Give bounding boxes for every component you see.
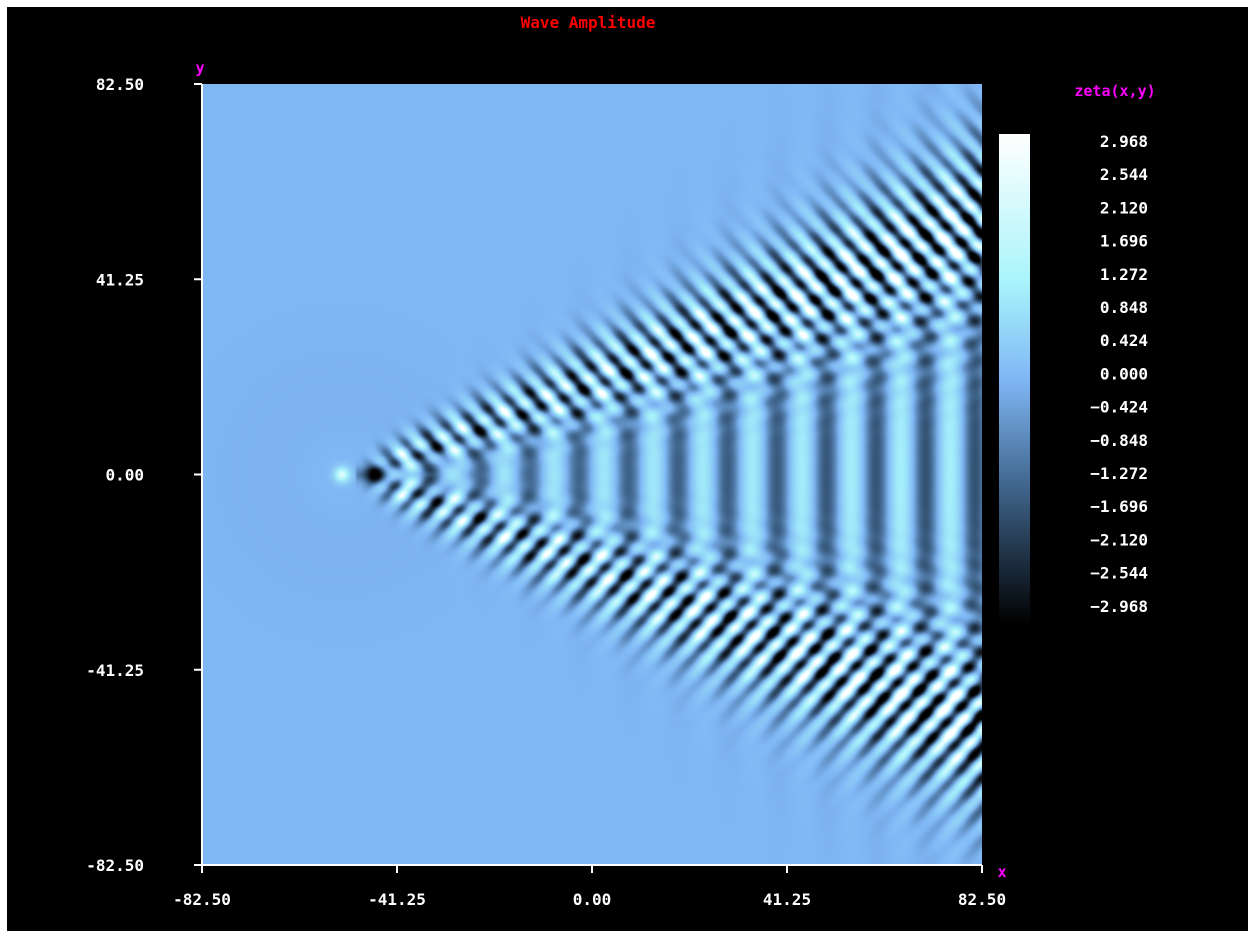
y-tick-label: 41.25 [96, 270, 144, 289]
y-ticks: 82.50 41.25 0.00 -41.25 -82.50 [86, 75, 202, 875]
y-tick-label: 82.50 [96, 75, 144, 94]
colorbar-tick-label: 0.848 [1100, 298, 1148, 317]
colorbar-tick-label: −1.696 [1090, 497, 1148, 516]
colorbar-title: zeta(x,y) [1074, 82, 1155, 100]
colorbar-tick-label: −2.968 [1090, 597, 1148, 616]
y-axis-label: y [195, 59, 204, 77]
x-tick-label: 82.50 [958, 890, 1006, 909]
colorbar: zeta(x,y) 2.968 2.544 2.120 1.696 1.272 0.848… [999, 82, 1156, 624]
colorbar-tick-label: −2.120 [1090, 530, 1148, 549]
x-ticks: -82.50 -41.25 0.00 41.25 82.50 [173, 865, 1006, 909]
colorbar-tick-label: 1.696 [1100, 232, 1148, 251]
wave-field-heatmap [202, 84, 982, 865]
y-tick-label: -41.25 [86, 661, 144, 680]
x-tick-label: 0.00 [573, 890, 612, 909]
colorbar-gradient [999, 134, 1030, 624]
y-tick-label: -82.50 [86, 856, 144, 875]
colorbar-tick-label: −2.544 [1090, 564, 1148, 583]
chart-frame: Wave Amplitude -82.50 -41.25 0.00 41.25 82.5… [7, 7, 1248, 931]
colorbar-tick-label: 2.544 [1100, 165, 1148, 184]
x-tick-label: 41.25 [763, 890, 811, 909]
x-tick-label: -82.50 [173, 890, 231, 909]
colorbar-tick-label: 0.000 [1100, 364, 1148, 383]
colorbar-tick-label: −0.424 [1090, 398, 1148, 417]
x-axis-label: x [997, 863, 1006, 881]
x-tick-label: -41.25 [368, 890, 426, 909]
wave-amplitude-chart: Wave Amplitude -82.50 -41.25 0.00 41.25 82.5… [86, 13, 1156, 909]
colorbar-ticks: 2.968 2.544 2.120 1.696 1.272 0.848 0.424 0.000… [1090, 132, 1148, 616]
y-tick-label: 0.00 [105, 466, 144, 485]
colorbar-tick-label: 1.272 [1100, 265, 1148, 284]
colorbar-tick-label: −1.272 [1090, 464, 1148, 483]
colorbar-tick-label: 2.968 [1100, 132, 1148, 151]
plot-area [202, 84, 982, 865]
colorbar-tick-label: −0.848 [1090, 431, 1148, 450]
colorbar-tick-label: 2.120 [1100, 198, 1148, 217]
colorbar-tick-label: 0.424 [1100, 331, 1148, 350]
chart-title: Wave Amplitude [521, 13, 656, 32]
